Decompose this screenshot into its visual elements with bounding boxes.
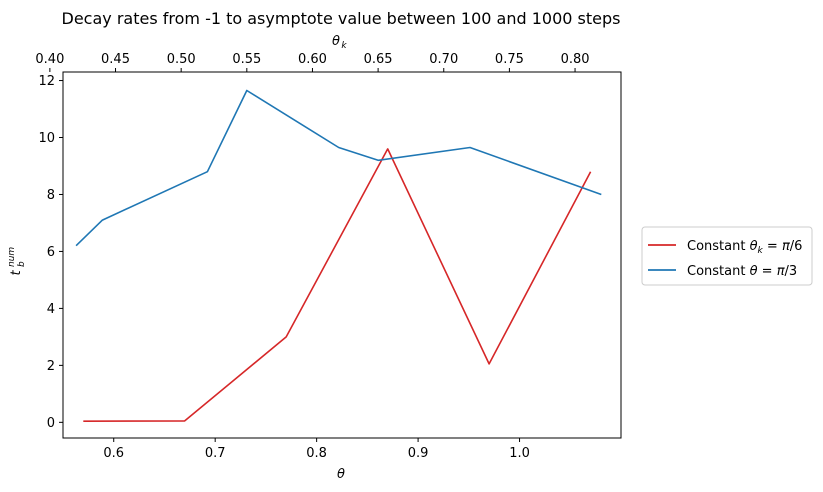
top-tick-label: 0.65 xyxy=(364,52,393,67)
left-tick-label: 4 xyxy=(47,302,55,317)
top-axis-label: θ k xyxy=(332,34,347,51)
top-axis-label-subscript: k xyxy=(341,41,347,51)
plot-area-frame xyxy=(62,71,622,439)
left-axis-label-subscript: b xyxy=(17,261,27,267)
bottom-tick-label: 0.8 xyxy=(306,446,327,461)
top-axis-label-symbol: θ xyxy=(332,34,340,49)
left-axis-ticks: 0 2 4 6 8 10 12 xyxy=(38,74,63,431)
left-tick-label: 8 xyxy=(47,188,55,203)
top-tick-label: 0.55 xyxy=(232,52,261,67)
legend-label-red: Constant θk = π/6 xyxy=(687,239,802,256)
bottom-axis-ticks: 0.6 0.7 0.8 0.9 1.0 xyxy=(103,438,530,461)
left-axis-label-symbol: t xyxy=(9,270,24,276)
bottom-tick-label: 0.9 xyxy=(408,446,429,461)
bottom-tick-label: 1.0 xyxy=(509,446,530,461)
series-layer xyxy=(75,89,602,423)
chart-title: Decay rates from -1 to asymptote value b… xyxy=(62,9,621,28)
top-tick-label: 0.70 xyxy=(429,52,458,67)
top-tick-label: 0.60 xyxy=(298,52,327,67)
left-axis-label-superscript: num xyxy=(7,247,17,267)
bottom-tick-label: 0.6 xyxy=(103,446,124,461)
legend-label-blue: Constant θ = π/3 xyxy=(687,264,797,279)
left-tick-label: 12 xyxy=(38,74,55,89)
legend-box xyxy=(641,226,813,286)
top-tick-label: 0.50 xyxy=(167,52,196,67)
top-tick-label: 0.80 xyxy=(561,52,590,67)
left-tick-label: 0 xyxy=(47,416,55,431)
series-line-blue xyxy=(75,89,602,247)
bottom-axis-label: θ xyxy=(337,467,345,482)
legend: Constant θk = π/6 Constant θ = π/3 xyxy=(641,226,813,286)
bottom-tick-label: 0.7 xyxy=(205,446,226,461)
left-tick-label: 10 xyxy=(38,131,55,146)
left-axis-label: t b num xyxy=(7,247,27,276)
series-line-red xyxy=(83,148,592,423)
top-axis-ticks: 0.40 0.45 0.50 0.55 0.60 0.65 0.70 0.75 0.80 xyxy=(35,52,590,72)
top-tick-label: 0.75 xyxy=(495,52,524,67)
left-tick-label: 2 xyxy=(47,359,55,374)
left-tick-label: 6 xyxy=(47,245,55,260)
top-tick-label: 0.45 xyxy=(101,52,130,67)
top-tick-label: 0.40 xyxy=(35,52,64,67)
